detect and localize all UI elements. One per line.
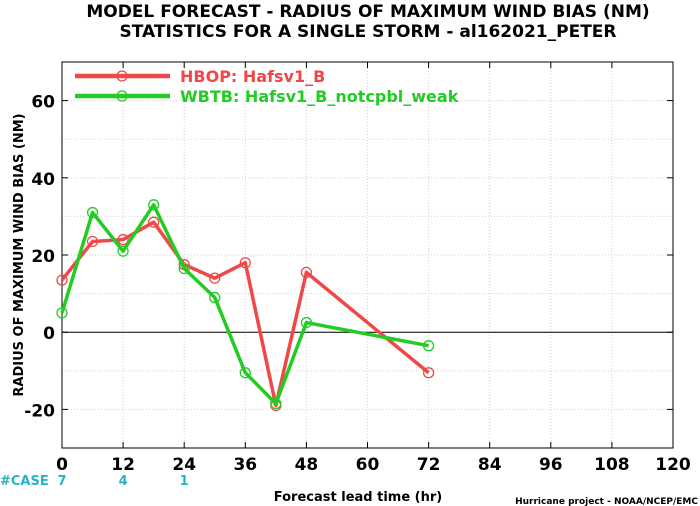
series-0-point-0 bbox=[56, 274, 68, 286]
x-tick-label-7: 84 bbox=[478, 455, 502, 475]
case-counts: 7 4 1 bbox=[57, 474, 188, 489]
x-axis-label: Forecast lead time (hr) bbox=[274, 490, 442, 505]
y-tick-labels: -20 0 20 40 60 bbox=[24, 93, 673, 421]
x-tick-label-2: 24 bbox=[172, 455, 196, 475]
case-label: #CASE bbox=[0, 474, 49, 489]
series-0 bbox=[56, 216, 435, 412]
x-tick-label-1: 12 bbox=[111, 455, 135, 475]
y-tick-label-4: 60 bbox=[31, 93, 55, 113]
series-0-point-2 bbox=[117, 233, 129, 246]
legend-label-0: HBOP: Hafsv1_B bbox=[180, 67, 325, 86]
x-tick-label-10: 120 bbox=[655, 455, 691, 475]
x-tick-label-4: 48 bbox=[295, 455, 319, 475]
grid-lines bbox=[62, 62, 673, 448]
series-0-point-9 bbox=[422, 367, 435, 379]
series-line-0 bbox=[60, 220, 430, 408]
series-line-1 bbox=[60, 203, 429, 406]
series-1-point-9 bbox=[422, 340, 435, 352]
series-1-point-3 bbox=[147, 199, 160, 211]
y-tick-label-1: 0 bbox=[43, 324, 55, 344]
series-1-point-5 bbox=[209, 291, 221, 304]
series-0-point-8 bbox=[300, 266, 313, 279]
x-tick-label-9: 108 bbox=[594, 455, 630, 475]
case-count-1: 4 bbox=[119, 474, 128, 489]
series-0-point-6 bbox=[239, 257, 251, 269]
case-count-0: 7 bbox=[57, 474, 66, 489]
series-1-point-7 bbox=[270, 397, 282, 410]
series-1-point-8 bbox=[300, 316, 313, 329]
x-tick-labels: 0 12 24 36 48 60 72 84 96 108 120 bbox=[56, 62, 691, 475]
series-1-point-2 bbox=[117, 245, 129, 257]
case-count-2: 1 bbox=[180, 474, 189, 489]
y-tick-label-2: 20 bbox=[31, 247, 55, 267]
series-0-point-3 bbox=[147, 216, 160, 228]
x-tick-label-0: 0 bbox=[56, 455, 68, 475]
y-tick-label-0: -20 bbox=[24, 401, 55, 421]
x-tick-label-5: 60 bbox=[356, 455, 380, 475]
chart-title: MODEL FORECAST - RADIUS OF MAXIMUM WIND … bbox=[86, 2, 649, 22]
series-0-point-1 bbox=[86, 235, 99, 248]
x-tick-label-3: 36 bbox=[233, 455, 257, 475]
y-axis-label: RADIUS OF MAXIMUM WIND BIAS (NM) bbox=[12, 113, 27, 396]
legend-marker-1 bbox=[116, 90, 128, 102]
series-layer bbox=[56, 199, 435, 412]
series-0-point-5 bbox=[209, 272, 221, 284]
x-tick-label-8: 96 bbox=[539, 455, 563, 475]
series-1 bbox=[56, 199, 435, 410]
series-1-point-6 bbox=[239, 367, 251, 379]
series-1-point-1 bbox=[86, 206, 99, 219]
x-tick-label-6: 72 bbox=[417, 455, 441, 475]
legend-marker-0 bbox=[116, 70, 128, 82]
y-tick-label-3: 40 bbox=[31, 170, 55, 190]
chart-subtitle: STATISTICS FOR A SINGLE STORM - al162021… bbox=[120, 22, 617, 42]
series-1-point-0 bbox=[56, 307, 68, 319]
series-1-point-4 bbox=[178, 262, 190, 275]
credit-text: Hurricane project - NOAA/NCEP/EMC bbox=[515, 497, 698, 506]
legend-label-1: WBTB: Hafsv1_B_notcpbl_weak bbox=[180, 87, 459, 106]
